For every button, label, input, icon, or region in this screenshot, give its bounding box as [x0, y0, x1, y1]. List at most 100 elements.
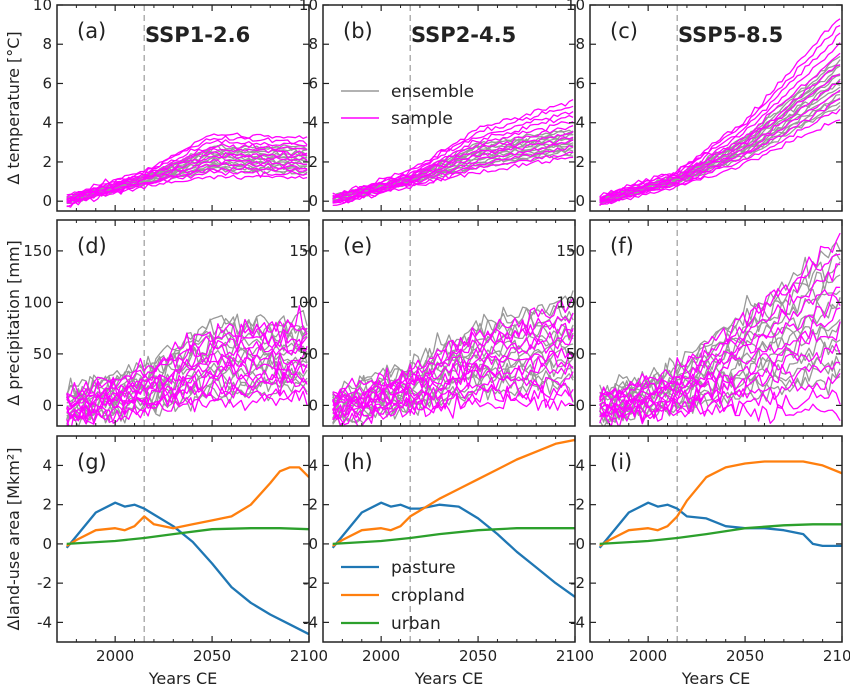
panel-letter: (i) [610, 450, 632, 474]
sample-member-line [332, 151, 574, 204]
urban-series-line [66, 527, 309, 546]
pasture-series-line [65, 501, 309, 636]
sample-member-line [66, 132, 308, 196]
y-tick-label: 150 [556, 242, 585, 260]
sample-member-line [66, 135, 308, 198]
y-tick-label: 0 [308, 535, 318, 553]
y-tick-label: 50 [299, 345, 318, 363]
sample-member-line [599, 321, 841, 410]
sample-member-line [599, 361, 841, 420]
y-tick-label: -4 [37, 613, 52, 631]
panel-g: 2000 2050 2100 -4 -2 0 2 4 (g) Δland-use area [Mk… [4, 435, 328, 688]
cropland-series-line [66, 466, 309, 547]
x-tick-label: 2000 [629, 647, 667, 665]
sample-member-line [332, 99, 574, 196]
sample-member-line [66, 162, 308, 203]
panel-a: 0 2 4 6 8 10 (a) SSP1-2.6 Δ temperature [°C] [4, 0, 310, 212]
legend-label-urban: urban [391, 614, 441, 634]
cropland-series-line [599, 460, 842, 547]
x-tick-label: 2050 [193, 647, 231, 665]
y-tick-label: 0 [575, 396, 585, 414]
sample-member-line [599, 52, 841, 201]
sample-member-line [66, 166, 308, 204]
panel-h: 2000 2050 2100 -4 -2 0 2 4 (h) Years CE pasture cro… [303, 435, 594, 688]
series-group [65, 466, 309, 636]
plot-frame [56, 4, 310, 212]
y-tick-label: 4 [308, 456, 318, 474]
y-axis-label: Δland-use area [Mkm²] [4, 448, 23, 631]
series-group [598, 460, 842, 549]
plot-frame [589, 435, 843, 643]
x-tick-label: 2000 [96, 647, 134, 665]
y-tick-label: 4 [42, 456, 52, 474]
legend-label-sample: sample [391, 109, 453, 129]
y-tick-label: 0 [42, 192, 52, 210]
panel-letter: (a) [77, 19, 106, 43]
y-tick-label: 2 [308, 153, 318, 171]
sample-member-line [599, 18, 841, 198]
panel-letter: (g) [77, 450, 107, 474]
sample-member-line [599, 24, 841, 199]
series-group [599, 18, 841, 206]
series-group [332, 290, 574, 426]
y-tick-label: 6 [308, 74, 318, 92]
pasture-series-line [598, 501, 842, 549]
ensemble-member-line [332, 290, 574, 400]
y-axis-label: Δ temperature [°C] [4, 31, 23, 184]
y-tick-label: 10 [33, 0, 52, 14]
plot-frame [56, 435, 310, 643]
sample-member-line [599, 399, 841, 426]
ensemble-member-line [599, 318, 841, 413]
y-tick-label: 8 [308, 35, 318, 53]
panel-c: 0 2 4 6 8 10 (c) SSP5-8.5 [566, 0, 843, 212]
sample-member-line [66, 361, 308, 419]
y-tick-label: -4 [303, 613, 318, 631]
y-tick-label: 0 [308, 396, 318, 414]
y-tick-label: -4 [570, 613, 585, 631]
x-axis-label: Years CE [148, 669, 218, 688]
y-tick-label: 4 [575, 114, 585, 132]
y-tick-label: 0 [575, 535, 585, 553]
y-tick-label: 150 [23, 242, 52, 260]
sample-member-line [599, 32, 841, 199]
x-axis-label: Years CE [414, 669, 484, 688]
sample-member-line [332, 124, 574, 200]
x-tick-label: 2100 [823, 647, 850, 665]
y-tick-label: 2 [42, 496, 52, 514]
panel-letter: (c) [610, 19, 638, 43]
sample-member-line [332, 136, 574, 202]
pasture-series-line [331, 501, 575, 598]
y-tick-label: 0 [308, 192, 318, 210]
panel-e: 0 50 100 150 (e) [289, 219, 576, 427]
x-tick-label: 2050 [726, 647, 764, 665]
series-group [66, 305, 308, 426]
cropland-series-line [332, 438, 575, 547]
plot-frame [322, 219, 576, 427]
panel-f: 0 50 100 150 (f) [556, 219, 843, 427]
sample-member-line [66, 169, 308, 208]
ensemble-member-line [599, 63, 841, 200]
panel-i: 2000 2050 2100 -4 -2 0 2 4 (i) Years CE [570, 435, 850, 688]
series-group [66, 132, 308, 208]
sample-member-line [66, 305, 308, 397]
sample-member-line [599, 64, 841, 202]
sample-member-line [66, 328, 308, 407]
y-tick-label: 4 [308, 114, 318, 132]
legend-label-cropland: cropland [391, 586, 465, 606]
y-tick-label: 4 [575, 456, 585, 474]
sample-member-line [66, 385, 308, 426]
sample-member-line [599, 307, 841, 410]
sample-member-line [66, 159, 308, 203]
sample-member-line [599, 42, 841, 200]
sample-member-line [66, 357, 308, 414]
sample-member-line [332, 322, 574, 398]
y-tick-label: 8 [575, 35, 585, 53]
plot-frame [56, 219, 310, 427]
sample-member-line [332, 145, 574, 204]
scenario-title: SSP5-8.5 [678, 23, 783, 47]
series-group [599, 232, 841, 426]
y-axis-label: Δ precipitation [mm] [4, 240, 23, 406]
sample-member-line [66, 142, 308, 200]
sample-member-line [599, 286, 841, 404]
